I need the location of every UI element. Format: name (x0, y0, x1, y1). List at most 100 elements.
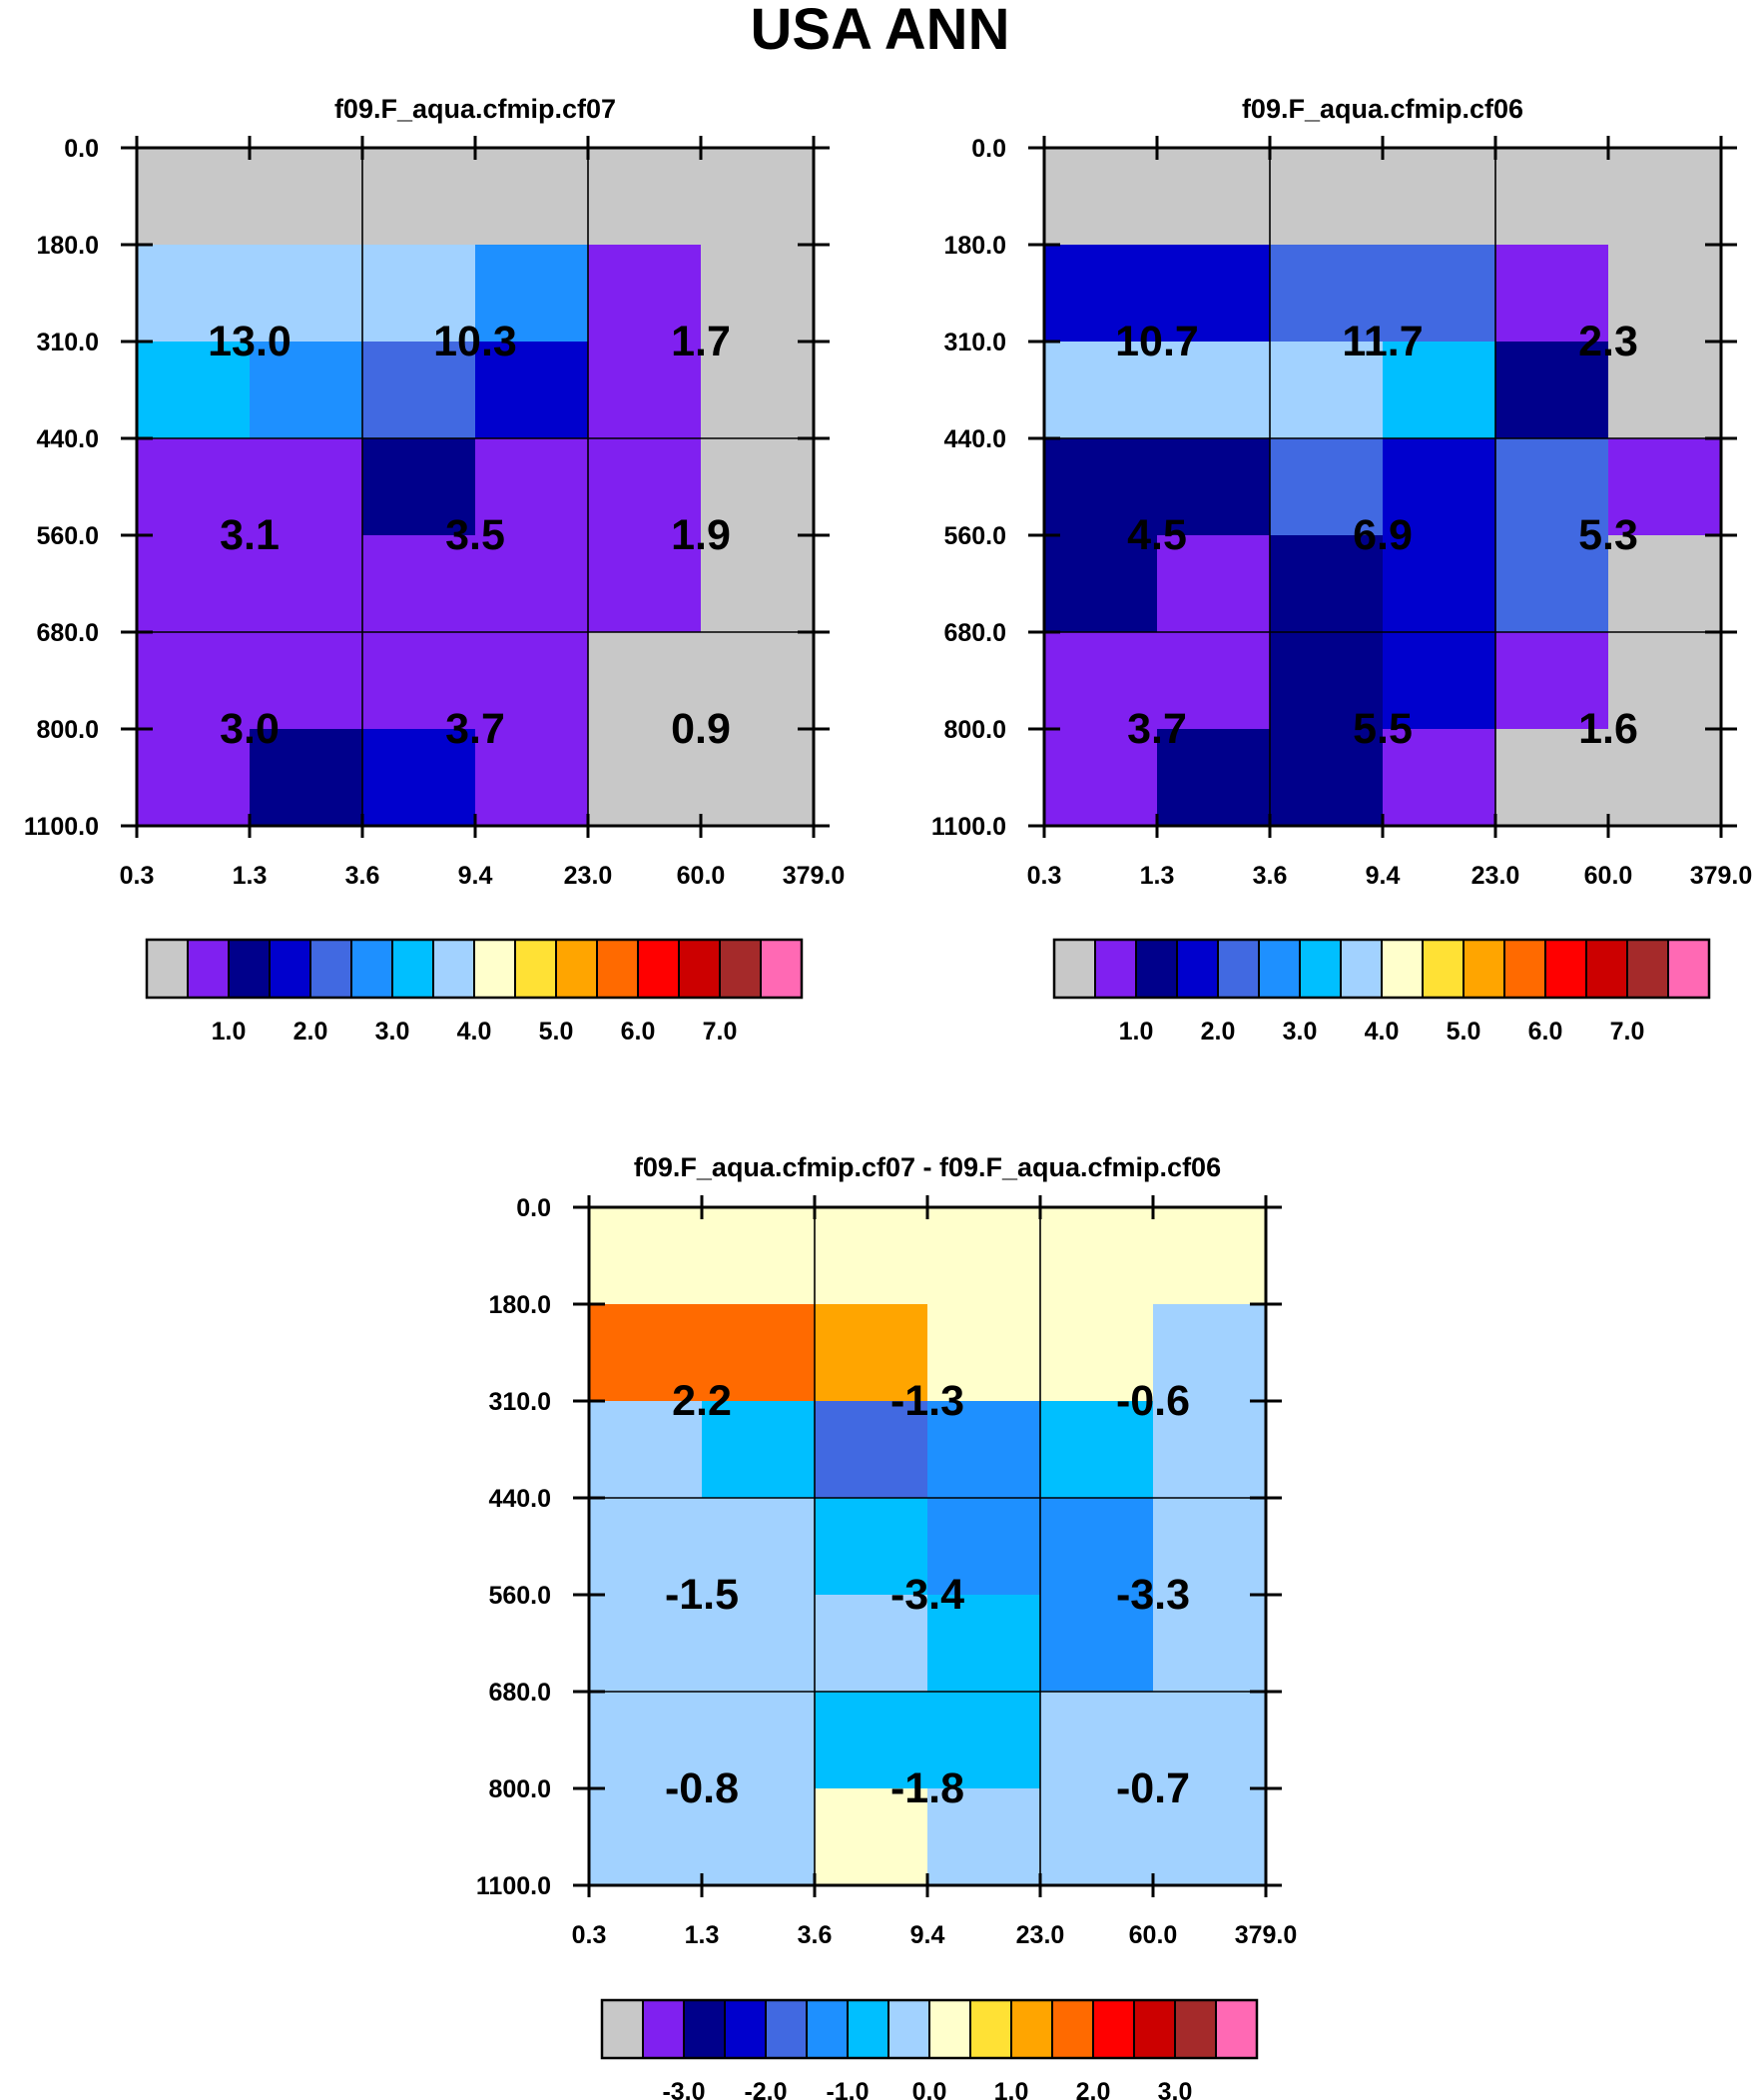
heatmap-cell (362, 535, 476, 633)
colorbar-box (514, 939, 557, 999)
heatmap-cell (701, 342, 815, 439)
y-tick-label: 800.0 (943, 716, 1006, 744)
colorbar-box (1135, 939, 1178, 999)
y-tick-label: 1100.0 (476, 1872, 551, 1900)
heatmap-cell (1153, 1498, 1267, 1596)
heatmap-cell (1153, 1788, 1267, 1886)
panel-title: f09.F_aqua.cfmip.cf07 - f09.F_aqua.cfmip… (634, 1152, 1221, 1182)
heatmap-cell (137, 729, 251, 827)
heatmap-cell (927, 1498, 1041, 1596)
colorbar-box (724, 1999, 767, 2059)
heatmap-cell (250, 148, 363, 246)
colorbar-label: 2.0 (1076, 2078, 1111, 2100)
colorbar-label: 5.0 (539, 1018, 574, 1046)
x-tick-label: 1.3 (233, 862, 268, 890)
heatmap-cell (1608, 148, 1722, 246)
colorbar-label: 3.0 (1283, 1018, 1318, 1046)
heatmap-cell (1153, 1304, 1267, 1402)
heatmap-cell (1495, 148, 1609, 246)
cell-value-label: 1.6 (1578, 705, 1638, 753)
colorbar-box (1381, 939, 1424, 999)
y-tick-label: 180.0 (36, 232, 99, 260)
cell-value-label: 3.1 (220, 511, 280, 559)
colorbar-box (309, 939, 352, 999)
x-tick-label: 379.0 (783, 862, 846, 890)
colorbar-box (1051, 1999, 1094, 2059)
heatmap-cell (815, 1692, 928, 1789)
heatmap-cell (702, 1207, 816, 1305)
colorbar-label: -3.0 (662, 2078, 705, 2100)
heatmap-cell (815, 1498, 928, 1596)
heatmap-cell (137, 148, 251, 246)
heatmap-cell (1495, 729, 1609, 827)
heatmap-cell (1383, 245, 1496, 343)
y-tick-label: 310.0 (488, 1388, 551, 1416)
colorbar-box (887, 1999, 930, 2059)
cell-value-label: 5.5 (1353, 705, 1413, 753)
cell-value-label: 1.7 (671, 318, 731, 365)
colorbar-box (1133, 1999, 1176, 2059)
heatmap-cell (1270, 245, 1384, 343)
heatmap-cell (1153, 1207, 1267, 1305)
heatmap-cell (1608, 535, 1722, 633)
heatmap-cell (362, 632, 476, 730)
cell-value-label: 13.0 (208, 318, 292, 365)
colorbar-label: 6.0 (1528, 1018, 1563, 1046)
heatmap-cell (1040, 1692, 1154, 1789)
cell-value-label: 3.0 (220, 705, 280, 753)
colorbar-box (969, 1999, 1012, 2059)
heatmap-cell (475, 245, 589, 343)
heatmap-cell (362, 438, 476, 536)
heatmap-cell (1270, 535, 1384, 633)
colorbar-label: 6.0 (621, 1018, 656, 1046)
heatmap-cell (475, 148, 589, 246)
heatmap-cell (815, 1788, 928, 1886)
heatmap-cell (588, 535, 702, 633)
colorbar-label: 2.0 (1201, 1018, 1236, 1046)
cell-value-label: 11.7 (1342, 318, 1423, 365)
colorbar-box (1092, 1999, 1135, 2059)
heatmap-cell (1040, 1788, 1154, 1886)
heatmap-cell (1157, 438, 1271, 536)
heatmap-cell (137, 535, 251, 633)
colorbar-box (187, 939, 230, 999)
x-tick-label: 0.3 (120, 862, 155, 890)
heatmap-cell (1044, 245, 1158, 343)
heatmap-cell (1383, 342, 1496, 439)
y-tick-label: 180.0 (488, 1291, 551, 1319)
colorbar-box (596, 939, 639, 999)
heatmap-cell (589, 1401, 703, 1499)
heatmap-cell (1383, 632, 1496, 730)
x-tick-label: 1.3 (1140, 862, 1175, 890)
heatmap-cell (1040, 1207, 1154, 1305)
cell-value-label: 6.9 (1353, 511, 1413, 559)
heatmap-cell (701, 535, 815, 633)
y-tick-label: 680.0 (943, 619, 1006, 647)
heatmap-cell (1044, 148, 1158, 246)
heatmap-cell (588, 632, 702, 730)
heatmap-cell (927, 1788, 1041, 1886)
colorbar-label: 4.0 (457, 1018, 492, 1046)
heatmap-cell (702, 1788, 816, 1886)
colorbar-frame (145, 938, 804, 1000)
cell-value-label: -1.5 (665, 1571, 739, 1619)
colorbar-frame (1052, 938, 1711, 1000)
colorbar-box (473, 939, 516, 999)
heatmap-cell (1608, 245, 1722, 343)
colorbar-box (432, 939, 475, 999)
heatmap-cell (589, 1692, 703, 1789)
heatmap-cell (589, 1595, 703, 1693)
heatmap-cell (362, 729, 476, 827)
heatmap-cell (702, 1692, 816, 1789)
heatmap-cell (1383, 438, 1496, 536)
x-tick-label: 60.0 (1129, 1921, 1178, 1949)
heatmap-cell (250, 342, 363, 439)
x-tick-label: 9.4 (458, 862, 493, 890)
y-tick-label: 800.0 (36, 716, 99, 744)
colorbar-label: 1.0 (212, 1018, 247, 1046)
heatmap-cell (1270, 438, 1384, 536)
heatmap-cell (1383, 148, 1496, 246)
y-tick-label: 800.0 (488, 1775, 551, 1803)
colorbar-label: 2.0 (293, 1018, 328, 1046)
heatmap-cell (1040, 1595, 1154, 1693)
